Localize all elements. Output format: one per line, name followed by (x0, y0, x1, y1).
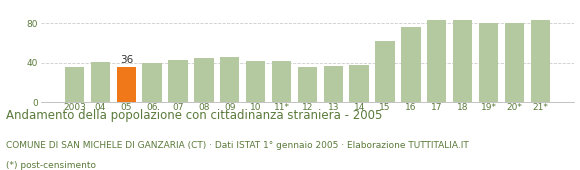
Bar (90, 62, 110, 102)
Bar (220, 57, 240, 102)
Bar (427, 20, 447, 102)
Bar (479, 23, 498, 102)
Bar (505, 23, 524, 102)
Bar (117, 67, 136, 102)
Bar (324, 66, 343, 102)
Bar (168, 60, 188, 102)
Text: (*) post-censimento: (*) post-censimento (6, 162, 96, 170)
Bar (349, 65, 369, 102)
Text: Andamento della popolazione con cittadinanza straniera - 2005: Andamento della popolazione con cittadin… (6, 109, 382, 122)
Bar (143, 63, 162, 102)
Text: 36: 36 (119, 55, 133, 65)
Bar (246, 61, 266, 102)
Bar (401, 27, 420, 102)
Bar (272, 61, 291, 102)
Bar (453, 20, 472, 102)
Bar (298, 67, 317, 102)
Text: COMUNE DI SAN MICHELE DI GANZARIA (CT) · Dati ISTAT 1° gennaio 2005 · Elaborazio: COMUNE DI SAN MICHELE DI GANZARIA (CT) ·… (6, 141, 469, 150)
Bar (194, 58, 213, 102)
Bar (375, 41, 395, 102)
Bar (65, 67, 84, 102)
Bar (531, 20, 550, 102)
